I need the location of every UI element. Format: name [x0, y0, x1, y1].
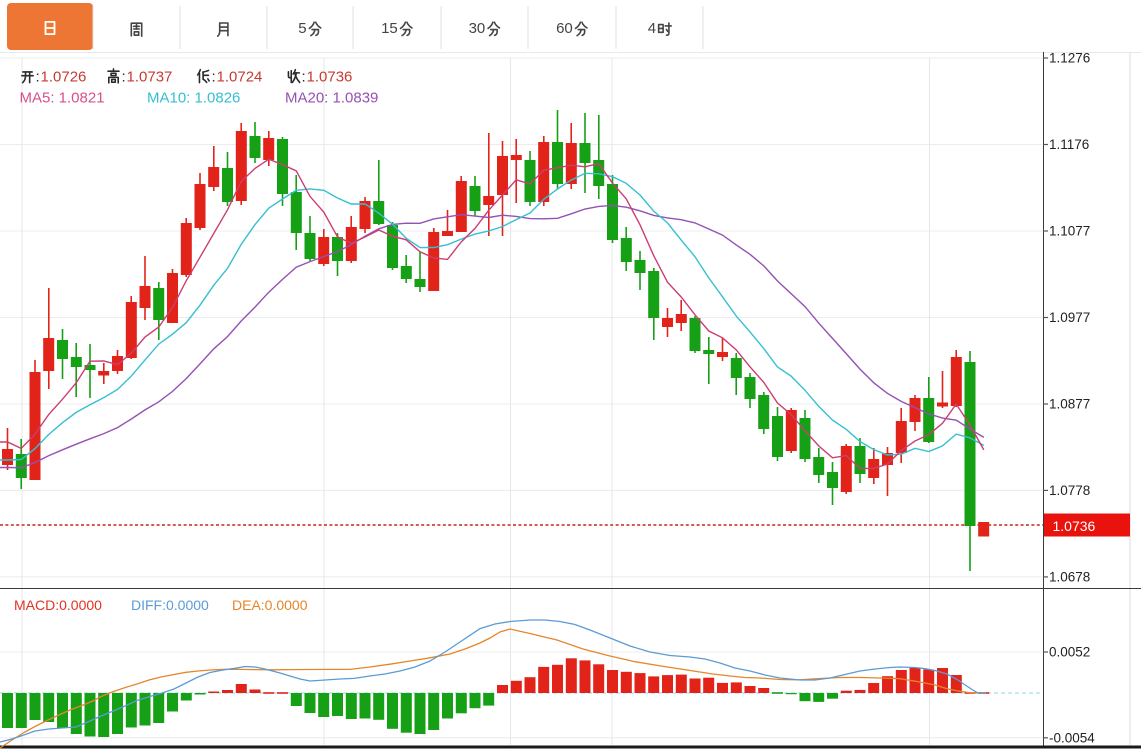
svg-text:1.0678: 1.0678: [1049, 569, 1090, 584]
svg-text:1.0726: 1.0726: [41, 69, 87, 86]
svg-text:1.0877: 1.0877: [1049, 397, 1090, 412]
svg-text:1.1176: 1.1176: [1049, 137, 1089, 152]
svg-text::: :: [122, 69, 126, 86]
svg-text:4: 4: [648, 20, 656, 37]
svg-text:MA10: 1.0826: MA10: 1.0826: [147, 90, 240, 107]
svg-text:60: 60: [556, 20, 573, 37]
svg-text::: :: [36, 69, 40, 86]
svg-text:1.0736: 1.0736: [307, 69, 353, 86]
svg-text:1.0737: 1.0737: [127, 69, 173, 86]
svg-text:MA5: 1.0821: MA5: 1.0821: [20, 90, 105, 107]
svg-text:1.0736: 1.0736: [1053, 518, 1096, 534]
svg-text:30: 30: [469, 20, 486, 37]
svg-text:1.1077: 1.1077: [1049, 224, 1090, 239]
svg-text:1.0977: 1.0977: [1049, 310, 1090, 325]
svg-text:0.0052: 0.0052: [1049, 645, 1090, 660]
svg-text:MACD:0.0000: MACD:0.0000: [14, 597, 102, 613]
svg-text:1.0778: 1.0778: [1049, 483, 1090, 498]
svg-text:5: 5: [298, 20, 306, 37]
svg-text:MA20: 1.0839: MA20: 1.0839: [285, 90, 378, 107]
svg-text:DEA:0.0000: DEA:0.0000: [232, 597, 308, 613]
svg-text:DIFF:0.0000: DIFF:0.0000: [131, 597, 209, 613]
svg-text:-0.0054: -0.0054: [1049, 730, 1095, 745]
svg-text:15: 15: [381, 20, 398, 37]
svg-text::: :: [302, 69, 306, 86]
svg-text:1.0724: 1.0724: [217, 69, 263, 86]
svg-text:1.1276: 1.1276: [1049, 51, 1090, 66]
svg-text::: :: [212, 69, 216, 86]
